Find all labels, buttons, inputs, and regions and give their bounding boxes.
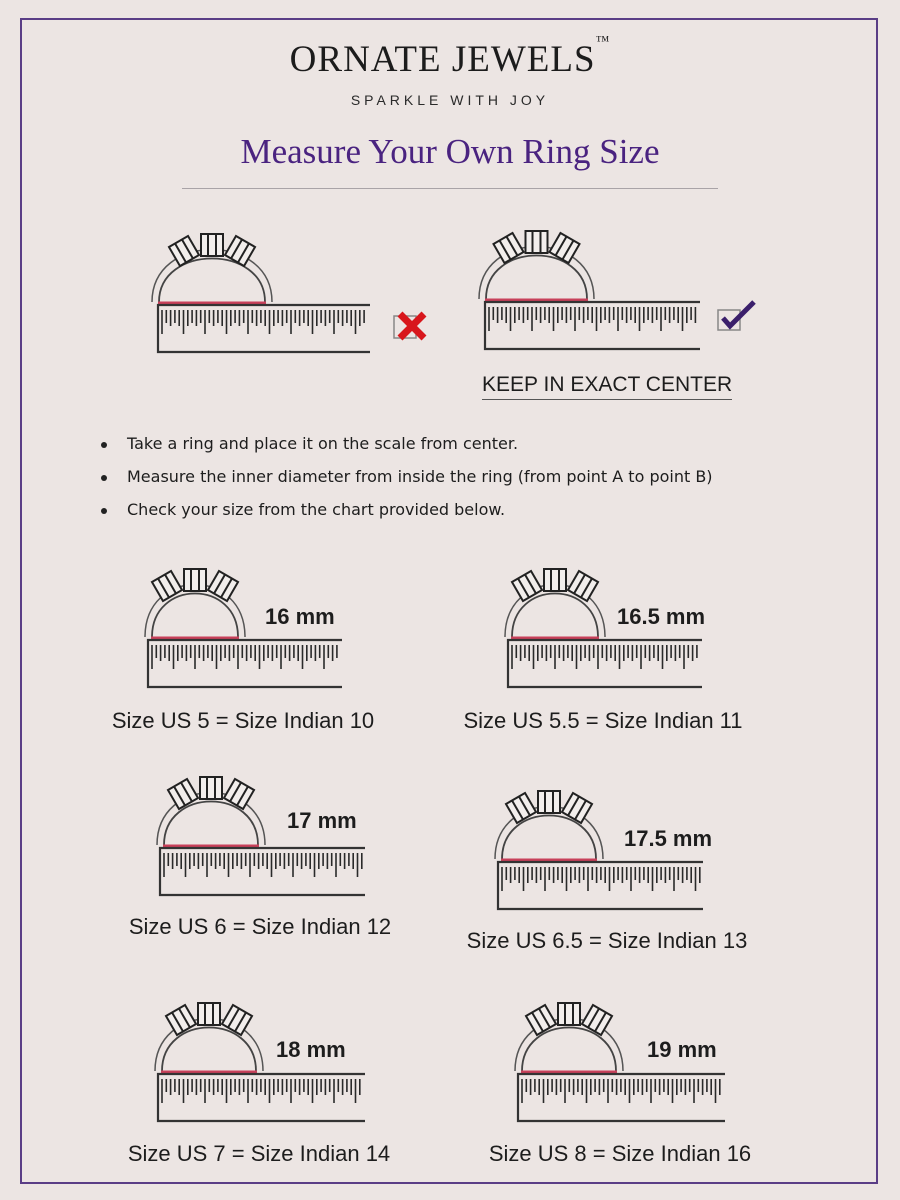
brand-logo: ORNATE JEWELS™ — [0, 34, 900, 81]
size-mm: 16 mm — [265, 604, 335, 629]
gem — [504, 791, 538, 825]
keep-center-note: KEEP IN EXACT CENTER — [482, 373, 733, 400]
ring-ruler-figure — [478, 230, 700, 351]
ring-icon — [478, 230, 595, 300]
ring-icon — [494, 790, 604, 860]
page-title: Measure Your Own Ring Size — [240, 132, 660, 171]
red-x-icon — [393, 311, 427, 341]
ruler — [156, 303, 370, 354]
ruler — [496, 860, 703, 911]
gem — [543, 568, 567, 592]
ruler — [158, 846, 365, 897]
size-label: Size US 7 = Size Indian 14 — [127, 1141, 391, 1166]
instruction-item: Measure the inner diameter from inside t… — [98, 465, 713, 498]
ring-ruler-figure — [156, 776, 365, 897]
gem — [566, 569, 600, 603]
gem — [220, 1003, 254, 1037]
ring-ruler-figure — [144, 568, 342, 689]
brand-tagline: SPARKLE WITH JOY — [350, 92, 550, 108]
trademark: ™ — [595, 34, 611, 49]
size-mm: 17 mm — [287, 808, 357, 833]
ring-ruler-figure — [514, 1002, 725, 1123]
size-label: Size US 5 = Size Indian 10 — [111, 708, 375, 733]
ring-icon — [504, 568, 606, 638]
ring-ruler-figure — [494, 790, 703, 911]
gem — [223, 234, 257, 268]
instruction-item: Check your size from the chart provided … — [98, 498, 713, 531]
gem — [492, 231, 525, 265]
ring-ruler-figure — [504, 568, 702, 689]
ring-icon — [154, 1002, 264, 1072]
ruler — [516, 1072, 725, 1123]
ring-ruler-figure — [151, 233, 370, 354]
gem — [164, 1003, 198, 1037]
gem — [537, 790, 561, 814]
size-mm: 17.5 mm — [624, 826, 713, 851]
size-mm: 18 mm — [276, 1037, 346, 1062]
gem — [524, 1003, 558, 1037]
size-mm: 19 mm — [647, 1037, 717, 1062]
gem — [206, 569, 240, 603]
instruction-item: Take a ring and place it on the scale fr… — [98, 432, 713, 465]
ruler — [483, 300, 700, 351]
ruler — [146, 638, 342, 689]
gem — [197, 1002, 221, 1026]
instruction-list: Take a ring and place it on the scale fr… — [98, 432, 713, 531]
purple-check-icon — [717, 300, 756, 331]
gem — [183, 568, 207, 592]
gem — [524, 230, 549, 254]
brand-name: ORNATE JEWELS — [289, 39, 596, 80]
gem — [560, 791, 594, 825]
gem — [557, 1002, 581, 1026]
gem — [580, 1003, 614, 1037]
gem — [199, 776, 223, 800]
size-label: Size US 6.5 = Size Indian 13 — [466, 928, 748, 953]
size-label: Size US 5.5 = Size Indian 11 — [463, 708, 743, 733]
size-mm: 16.5 mm — [617, 604, 706, 629]
gem — [200, 233, 224, 257]
gem — [510, 569, 544, 603]
divider — [182, 188, 718, 189]
ruler — [156, 1072, 365, 1123]
gem — [222, 777, 256, 811]
gem — [548, 231, 581, 265]
ring-icon — [144, 568, 246, 638]
ring-icon — [156, 776, 266, 846]
ring-icon — [151, 233, 273, 303]
ruler — [506, 638, 702, 689]
ring-icon — [514, 1002, 624, 1072]
gem — [167, 234, 201, 268]
gem — [150, 569, 184, 603]
border-frame — [20, 18, 878, 1184]
gem — [166, 777, 200, 811]
size-label: Size US 8 = Size Indian 16 — [488, 1141, 752, 1166]
size-label: Size US 6 = Size Indian 12 — [128, 914, 392, 939]
ring-ruler-figure — [154, 1002, 365, 1123]
